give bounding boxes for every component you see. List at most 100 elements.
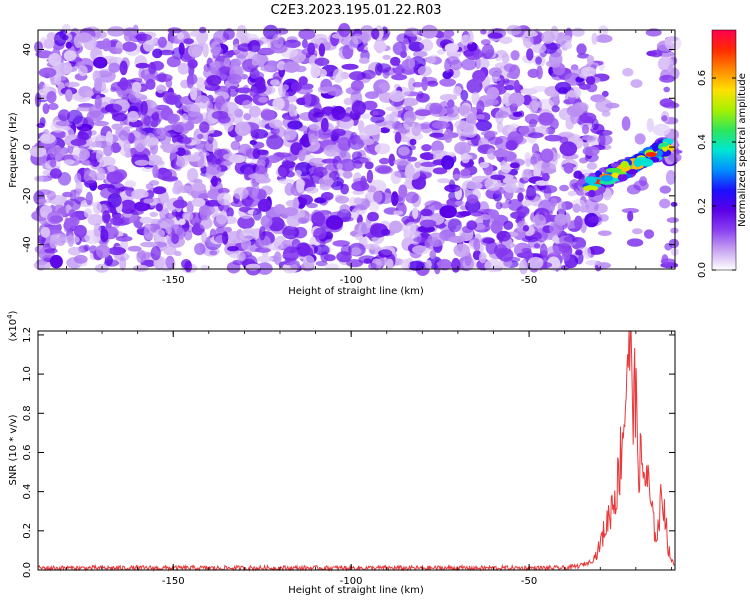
spectrogram-cell (559, 184, 569, 192)
spectrogram-cell (93, 223, 102, 238)
spectrogram-cell (555, 81, 572, 94)
spectrogram-cell (256, 159, 266, 168)
spectrogram-cell (176, 185, 195, 194)
spectrogram-cell (35, 50, 54, 59)
spectrogram-cell (582, 146, 600, 156)
spectrogram-cell (470, 210, 485, 217)
spectrogram-cell (408, 41, 425, 52)
spectrogram-cell (172, 199, 188, 209)
spectrogram-cell (337, 137, 351, 152)
spectrogram-cell (666, 217, 679, 223)
spectrogram-cell (372, 110, 379, 117)
spectrogram-cell (107, 193, 122, 208)
spectrogram-cell (416, 93, 430, 103)
spectrogram-cell (374, 164, 392, 174)
spectrogram-cell (659, 185, 671, 194)
spectrogram-cell (223, 226, 232, 233)
spectrogram-cell (92, 120, 109, 127)
spectrogram-cell (83, 169, 98, 184)
spectrogram-cell (187, 73, 198, 85)
spectrogram-cell (626, 238, 644, 247)
spectrogram-cell (200, 264, 209, 271)
spectrogram-cell (222, 153, 239, 161)
spectrogram-cell (412, 81, 424, 88)
spectrogram-cell (287, 120, 303, 130)
spectrogram-cell (152, 48, 163, 59)
spectrogram-cell (156, 84, 167, 94)
spectrogram-cell (630, 79, 643, 88)
spectrogram-cell (152, 186, 167, 195)
spectrogram-cell (384, 120, 396, 130)
spectrogram-cell (123, 31, 133, 42)
spectrogram-cell (452, 173, 461, 180)
spectrogram-frame (37, 29, 676, 270)
spectrogram-cell (193, 222, 201, 232)
spectrogram-cell (272, 34, 284, 49)
spectrogram-cell (310, 64, 321, 79)
spectrogram-cell (155, 229, 165, 239)
spectrogram-cell (34, 175, 45, 182)
spectrogram-cell (486, 86, 500, 100)
spectrogram-cell (348, 36, 359, 51)
spectrogram-cell (472, 70, 486, 83)
spectrogram-cell (405, 163, 415, 178)
spectrogram-cell (500, 162, 512, 174)
spectrogram-cell (38, 67, 57, 78)
spectrogram-cell (209, 41, 222, 56)
spectrogram-cell (139, 216, 153, 224)
spectrogram-cell (621, 208, 640, 214)
spectrogram-cell (44, 248, 58, 254)
spectrogram-cell (143, 115, 151, 127)
spectrogram-cell (199, 121, 210, 133)
spectrogram-cell (566, 105, 584, 117)
spectrogram-cell (662, 102, 680, 109)
spectrogram-cell (110, 142, 122, 153)
spectrogram-cell (168, 113, 181, 123)
spectrogram-cell (283, 246, 300, 262)
spectrogram-cell (460, 168, 471, 177)
spectrogram-cell (277, 164, 290, 178)
signal-cell (633, 158, 642, 168)
spectrogram-cell (266, 155, 281, 164)
spectrogram-cell (408, 77, 416, 92)
spectrogram-cell (106, 170, 124, 184)
spectrogram-cell (336, 163, 343, 170)
spectrogram-cell (64, 81, 80, 88)
spectrogram-cell (283, 127, 297, 141)
spectrogram-cell (212, 205, 219, 215)
spectrogram-cells (29, 23, 683, 276)
spectrogram-cell (134, 159, 150, 166)
spectrogram-cell (559, 141, 578, 157)
spectrogram-cell (274, 27, 289, 35)
spectrogram-cell (331, 128, 346, 137)
spectrogram-cell (103, 259, 120, 267)
spectrogram-cell (597, 230, 612, 236)
spectrogram-cell (525, 158, 532, 167)
spectrogram-cell (182, 137, 192, 145)
spectrogram-cell (473, 238, 481, 252)
spectrogram-cell (358, 120, 365, 133)
spectrogram-cell (78, 127, 92, 141)
spectrogram-cell (73, 224, 87, 238)
spectrogram-cell (381, 228, 391, 236)
spectrogram-cell (659, 198, 671, 209)
spectrogram-cell (302, 255, 315, 270)
spectrogram-cell (580, 66, 596, 77)
spectrogram-cell (544, 214, 552, 223)
spectrogram-cell (427, 232, 446, 247)
spectrogram-cell (358, 255, 376, 264)
spectrogram-cell (282, 225, 300, 240)
spectrogram-cell (46, 190, 56, 201)
spectrogram-cell (316, 128, 332, 140)
spectrogram-cell (291, 238, 301, 249)
spectrogram-cell (546, 256, 561, 271)
spectrogram-cell (68, 209, 76, 218)
signal-cell (652, 142, 659, 152)
spectrogram-cell (457, 105, 471, 115)
spectrogram-cell (487, 32, 503, 39)
spectrogram-cell (305, 247, 314, 257)
spectrogram-cell (378, 249, 393, 258)
spectrogram-cell (181, 259, 192, 269)
spectrogram-cell (305, 186, 319, 194)
